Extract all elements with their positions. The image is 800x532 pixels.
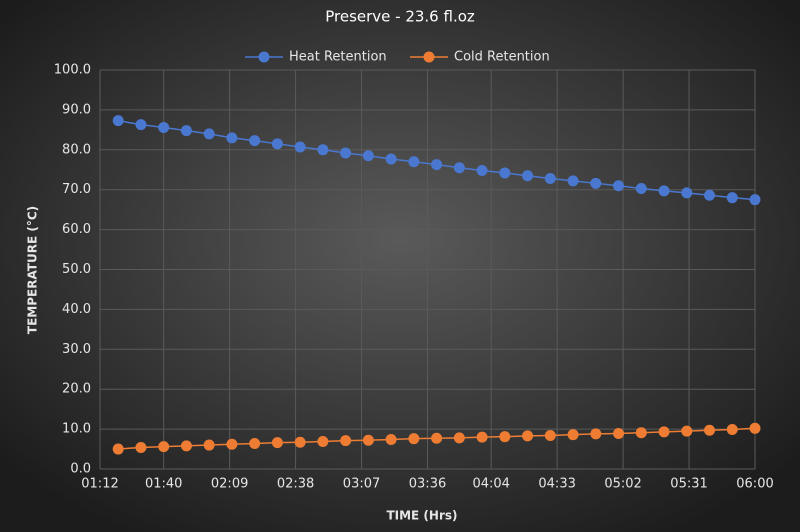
x-tick-label: 02:38 <box>277 477 314 492</box>
data-point <box>203 128 215 140</box>
y-tick-label: 100.0 <box>54 63 91 78</box>
y-tick-label: 60.0 <box>62 222 91 237</box>
legend-label: Heat Retention <box>289 50 387 65</box>
y-axis-title: TEMPERATURE (°C) <box>26 206 40 334</box>
y-tick-label: 40.0 <box>62 302 91 317</box>
data-point <box>112 443 124 455</box>
data-point <box>658 426 670 438</box>
data-point <box>567 175 579 187</box>
data-point <box>613 180 625 192</box>
data-point <box>499 167 511 179</box>
data-point <box>590 428 602 440</box>
chart-title: Preserve - 23.6 fl.oz <box>325 8 475 26</box>
data-point <box>567 429 579 441</box>
data-point <box>726 192 738 204</box>
data-point <box>362 150 374 162</box>
data-point <box>180 125 192 137</box>
data-point <box>226 438 238 450</box>
data-point <box>749 422 761 434</box>
data-point <box>340 147 352 159</box>
data-point <box>135 119 147 131</box>
x-tick-label: 04:04 <box>472 477 509 492</box>
y-tick-label: 10.0 <box>62 422 91 437</box>
data-point <box>135 441 147 453</box>
data-point <box>613 427 625 439</box>
data-point <box>476 165 488 177</box>
y-tick-label: 0.0 <box>70 462 91 477</box>
data-point <box>590 177 602 189</box>
x-tick-label: 03:07 <box>343 477 380 492</box>
y-tick-label: 90.0 <box>62 102 91 117</box>
data-point <box>158 441 170 453</box>
data-point <box>408 156 420 168</box>
data-point <box>658 185 670 197</box>
data-point <box>681 187 693 199</box>
y-tick-label: 50.0 <box>62 262 91 277</box>
data-point <box>499 431 511 443</box>
data-point <box>522 170 534 182</box>
data-point <box>749 194 761 206</box>
data-point <box>704 424 716 436</box>
data-point <box>476 431 488 443</box>
legend-label: Cold Retention <box>454 50 550 65</box>
x-tick-label: 02:09 <box>211 477 248 492</box>
data-point <box>726 423 738 435</box>
y-tick-label: 70.0 <box>62 182 91 197</box>
data-point <box>453 432 465 444</box>
data-point <box>226 132 238 144</box>
data-point <box>635 427 647 439</box>
data-point <box>340 435 352 447</box>
x-tick-label: 01:12 <box>81 477 118 492</box>
x-tick-label: 05:02 <box>604 477 641 492</box>
x-axis-title: TIME (Hrs) <box>386 509 457 523</box>
data-point <box>544 429 556 441</box>
data-point <box>522 430 534 442</box>
data-point <box>635 183 647 195</box>
data-point <box>203 439 215 451</box>
data-point <box>271 437 283 449</box>
data-point <box>385 433 397 445</box>
data-point <box>249 437 261 449</box>
x-tick-label: 05:31 <box>670 477 707 492</box>
data-point <box>704 189 716 201</box>
data-point <box>317 435 329 447</box>
y-tick-label: 30.0 <box>62 342 91 357</box>
legend-marker <box>423 51 435 63</box>
data-point <box>431 432 443 444</box>
data-point <box>362 434 374 446</box>
data-point <box>408 433 420 445</box>
data-point <box>317 144 329 156</box>
data-point <box>112 115 124 127</box>
x-tick-label: 04:33 <box>538 477 575 492</box>
data-point <box>249 135 261 147</box>
data-point <box>158 121 170 133</box>
legend-marker <box>258 51 270 63</box>
data-point <box>681 425 693 437</box>
x-tick-label: 03:36 <box>409 477 446 492</box>
data-point <box>385 153 397 165</box>
data-point <box>271 138 283 150</box>
data-point <box>180 440 192 452</box>
data-point <box>453 162 465 174</box>
data-point <box>544 173 556 185</box>
x-tick-label: 06:00 <box>736 477 773 492</box>
data-point <box>294 436 306 448</box>
data-point <box>431 159 443 171</box>
y-tick-label: 20.0 <box>62 382 91 397</box>
x-tick-label: 01:40 <box>145 477 182 492</box>
data-point <box>294 141 306 153</box>
y-tick-label: 80.0 <box>62 142 91 157</box>
